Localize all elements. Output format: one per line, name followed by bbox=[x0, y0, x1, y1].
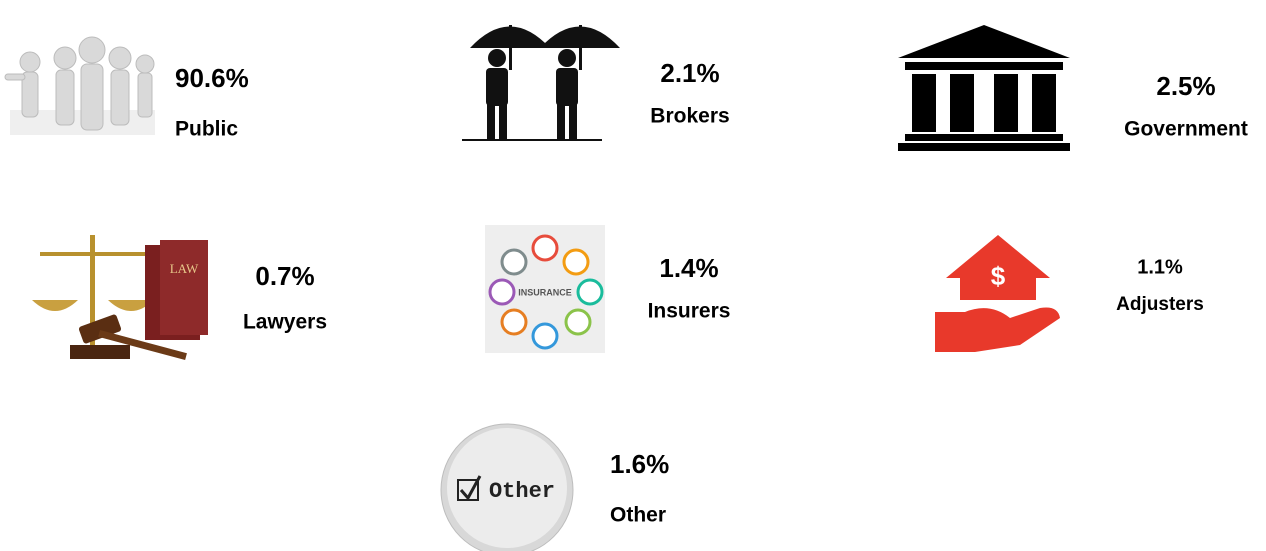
label: Lawyers bbox=[243, 311, 327, 334]
label: Insurers bbox=[648, 300, 731, 323]
other-icon-text: Other bbox=[489, 479, 555, 504]
label: Other bbox=[610, 504, 666, 527]
government-icon bbox=[898, 25, 1070, 151]
label: Brokers bbox=[650, 105, 729, 128]
lawyers-icon: LAW bbox=[32, 235, 208, 361]
insurers-icon: INSURANCE bbox=[485, 225, 605, 353]
percent: 1.4% bbox=[659, 253, 718, 283]
percent: 90.6% bbox=[175, 63, 249, 93]
law-text: LAW bbox=[170, 261, 199, 276]
public-icon bbox=[4, 36, 155, 135]
percent: 1.1% bbox=[1137, 256, 1183, 278]
adjusters-icon: $ bbox=[935, 235, 1060, 352]
percent: 2.5% bbox=[1156, 71, 1215, 101]
label: Government bbox=[1124, 118, 1248, 141]
insurance-text: INSURANCE bbox=[518, 287, 572, 297]
dollar-sign: $ bbox=[991, 261, 1006, 291]
brokers-icon bbox=[462, 25, 620, 141]
percent: 0.7% bbox=[255, 261, 314, 291]
percent: 1.6% bbox=[610, 449, 669, 479]
other-icon: Other bbox=[440, 423, 574, 551]
label: Adjusters bbox=[1116, 294, 1204, 315]
label: Public bbox=[175, 118, 238, 141]
percent: 2.1% bbox=[660, 58, 719, 88]
